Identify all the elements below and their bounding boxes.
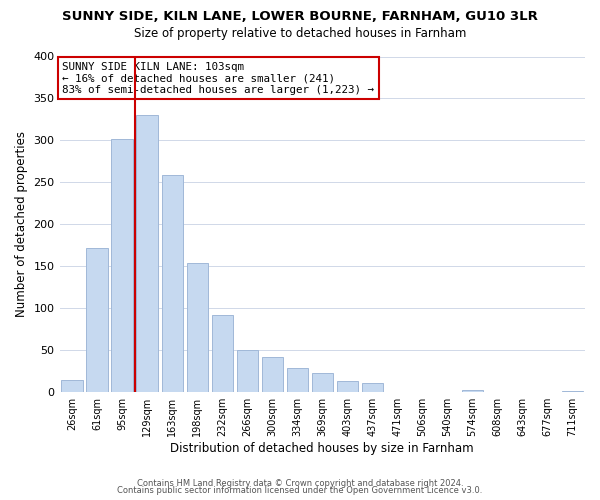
Bar: [212, 315, 233, 392]
Bar: [287, 368, 308, 392]
X-axis label: Distribution of detached houses by size in Farnham: Distribution of detached houses by size …: [170, 442, 474, 455]
Bar: [562, 390, 583, 392]
Text: Contains public sector information licensed under the Open Government Licence v3: Contains public sector information licen…: [118, 486, 482, 495]
Text: Contains HM Land Registry data © Crown copyright and database right 2024.: Contains HM Land Registry data © Crown c…: [137, 478, 463, 488]
Bar: [61, 380, 83, 392]
Bar: [462, 390, 483, 392]
Text: Size of property relative to detached houses in Farnham: Size of property relative to detached ho…: [134, 28, 466, 40]
Text: SUNNY SIDE, KILN LANE, LOWER BOURNE, FARNHAM, GU10 3LR: SUNNY SIDE, KILN LANE, LOWER BOURNE, FAR…: [62, 10, 538, 23]
Bar: [337, 382, 358, 392]
Bar: [262, 357, 283, 392]
Text: SUNNY SIDE KILN LANE: 103sqm
← 16% of detached houses are smaller (241)
83% of s: SUNNY SIDE KILN LANE: 103sqm ← 16% of de…: [62, 62, 374, 94]
Bar: [311, 373, 333, 392]
Bar: [112, 138, 133, 392]
Bar: [187, 263, 208, 392]
Bar: [86, 248, 108, 392]
Y-axis label: Number of detached properties: Number of detached properties: [15, 132, 28, 318]
Bar: [236, 350, 258, 392]
Bar: [136, 115, 158, 392]
Bar: [161, 175, 183, 392]
Bar: [362, 383, 383, 392]
